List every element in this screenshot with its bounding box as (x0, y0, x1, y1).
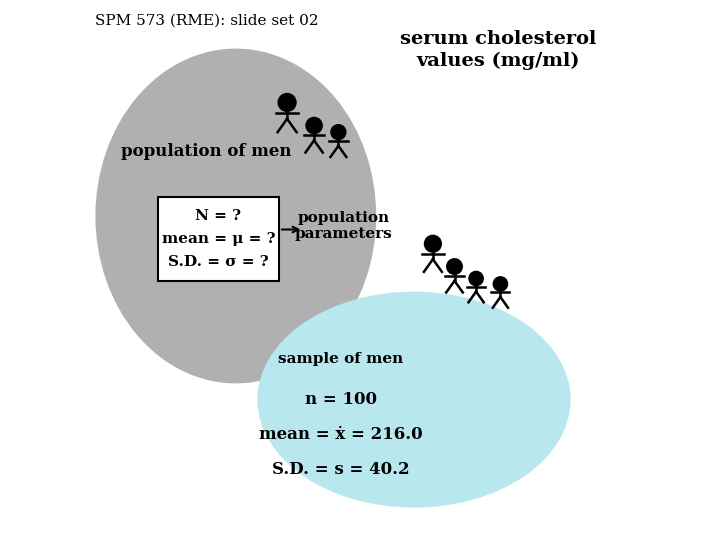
Polygon shape (246, 292, 295, 356)
Circle shape (493, 277, 508, 291)
Ellipse shape (258, 292, 571, 508)
Text: population
parameters: population parameters (295, 211, 392, 241)
Text: S.D. = s = 40.2: S.D. = s = 40.2 (272, 461, 410, 478)
Text: SPM 573 (RME): slide set 02: SPM 573 (RME): slide set 02 (95, 14, 319, 28)
Text: mean = μ = ?: mean = μ = ? (161, 232, 275, 246)
Text: serum cholesterol
values (mg/ml): serum cholesterol values (mg/ml) (400, 30, 596, 70)
Text: N = ?: N = ? (195, 208, 241, 222)
Circle shape (278, 93, 296, 111)
Circle shape (446, 259, 462, 274)
Text: S.D. = σ = ?: S.D. = σ = ? (168, 255, 269, 269)
FancyBboxPatch shape (158, 197, 279, 281)
Circle shape (469, 272, 483, 286)
Text: sample of men: sample of men (279, 352, 404, 366)
Text: mean = ẋ = 216.0: mean = ẋ = 216.0 (259, 426, 423, 443)
Circle shape (331, 125, 346, 140)
Text: n = 100: n = 100 (305, 391, 377, 408)
Ellipse shape (95, 49, 377, 383)
Circle shape (306, 117, 323, 134)
Text: population of men: population of men (121, 143, 292, 160)
Circle shape (425, 235, 441, 252)
